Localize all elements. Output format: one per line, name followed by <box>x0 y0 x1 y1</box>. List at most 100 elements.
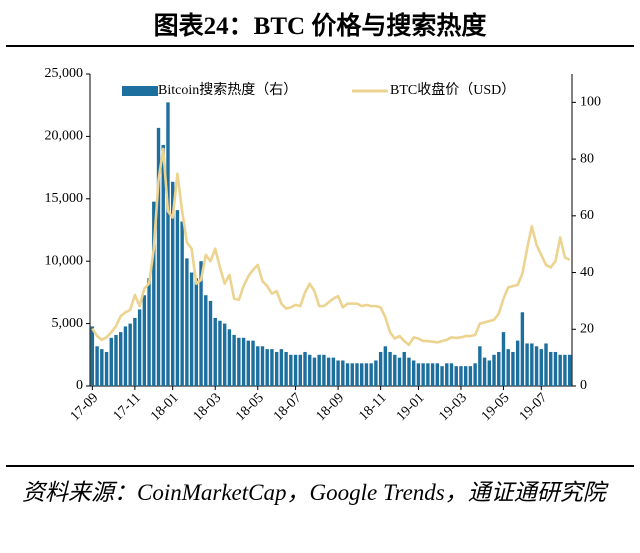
y2-tick-label: 20 <box>580 321 594 336</box>
bar <box>369 363 373 386</box>
bar <box>114 334 118 386</box>
bar <box>374 360 378 386</box>
bar <box>388 351 392 386</box>
bar <box>563 354 567 386</box>
source-note: 资料来源：CoinMarketCap，Google Trends，通证通研究院 <box>22 480 606 505</box>
bar <box>435 363 440 386</box>
bar <box>355 363 359 386</box>
bar <box>497 351 501 386</box>
bar <box>227 329 232 386</box>
bar <box>100 349 104 386</box>
bar <box>312 357 317 386</box>
bar <box>185 258 189 386</box>
x-tick-label: 19-01 <box>394 390 428 424</box>
y-tick-label: 25,000 <box>45 66 84 81</box>
bar <box>308 354 312 386</box>
bar <box>199 261 203 386</box>
x-tick-label: 18-11 <box>356 390 389 423</box>
bar <box>270 349 274 386</box>
title-rule <box>6 45 634 47</box>
y-tick-label: 20,000 <box>45 129 84 144</box>
bar <box>137 309 142 386</box>
bar <box>421 363 425 386</box>
bar <box>232 334 236 386</box>
bar <box>360 363 364 386</box>
bar <box>449 363 454 386</box>
y2-tick-label: 40 <box>580 265 594 280</box>
bar <box>251 340 255 386</box>
bar <box>345 363 350 386</box>
footer-rule <box>6 465 634 467</box>
bar <box>567 354 572 386</box>
bar <box>90 326 95 386</box>
bar <box>364 363 369 386</box>
bar <box>383 346 388 386</box>
x-tick-label: 18-01 <box>148 390 182 424</box>
bar <box>468 366 473 386</box>
bar <box>407 357 411 386</box>
x-tick-label: 17-09 <box>68 390 102 424</box>
bar <box>289 354 293 386</box>
y2-tick-label: 100 <box>580 95 601 110</box>
bar <box>525 343 529 386</box>
bar <box>473 363 477 386</box>
bar <box>293 354 298 386</box>
bar <box>119 332 123 386</box>
bar <box>170 181 175 386</box>
bar <box>326 357 331 386</box>
bar <box>331 357 336 386</box>
bar <box>558 354 562 386</box>
bar <box>298 354 302 386</box>
bar <box>166 102 170 386</box>
legend-swatch <box>122 86 158 96</box>
bar <box>430 363 435 386</box>
bar <box>534 346 539 386</box>
bar <box>549 351 553 386</box>
bar <box>544 343 548 386</box>
bar <box>463 366 468 386</box>
bar <box>341 360 345 386</box>
bar <box>553 351 558 386</box>
y-tick-label: 5,000 <box>52 316 84 331</box>
bar <box>213 317 217 386</box>
x-tick-label: 19-07 <box>517 390 551 424</box>
y2-tick-label: 0 <box>580 378 587 393</box>
bar <box>284 351 288 386</box>
bar <box>123 326 128 386</box>
x-tick-label: 18-05 <box>233 390 267 424</box>
bar <box>218 320 222 386</box>
bar <box>411 360 416 386</box>
legend-label: Bitcoin搜索热度（右） <box>158 81 297 98</box>
bar <box>109 337 113 386</box>
bar <box>530 343 534 386</box>
bar <box>152 201 156 386</box>
x-tick-label: 18-07 <box>271 390 305 424</box>
bar <box>520 312 525 386</box>
bar <box>482 357 487 386</box>
legend-label: BTC收盘价（USD） <box>390 81 515 98</box>
bar <box>506 349 510 386</box>
bar <box>142 295 147 386</box>
bar <box>426 363 430 386</box>
bar <box>511 351 515 386</box>
bar <box>156 127 161 387</box>
bar <box>322 354 326 386</box>
bar <box>208 300 213 386</box>
x-tick-label: 18-09 <box>313 390 347 424</box>
x-tick-label: 18-03 <box>191 390 225 424</box>
bar <box>378 351 383 386</box>
chart: 0 5,000 10,000 15,000 20,000 25,000 0 20 40 60 80 1… <box>45 66 602 424</box>
bar <box>303 351 307 386</box>
bar <box>279 349 284 386</box>
x-tick-label: 17-11 <box>111 390 144 423</box>
x-tick-label: 19-03 <box>436 390 470 424</box>
x-tick-label: 19-05 <box>479 390 513 424</box>
bar <box>175 210 180 386</box>
bar <box>445 363 449 386</box>
bar <box>194 278 199 386</box>
price-line <box>91 147 571 347</box>
y2-tick-label: 80 <box>580 151 594 166</box>
bar <box>260 346 265 386</box>
bar <box>336 360 340 386</box>
